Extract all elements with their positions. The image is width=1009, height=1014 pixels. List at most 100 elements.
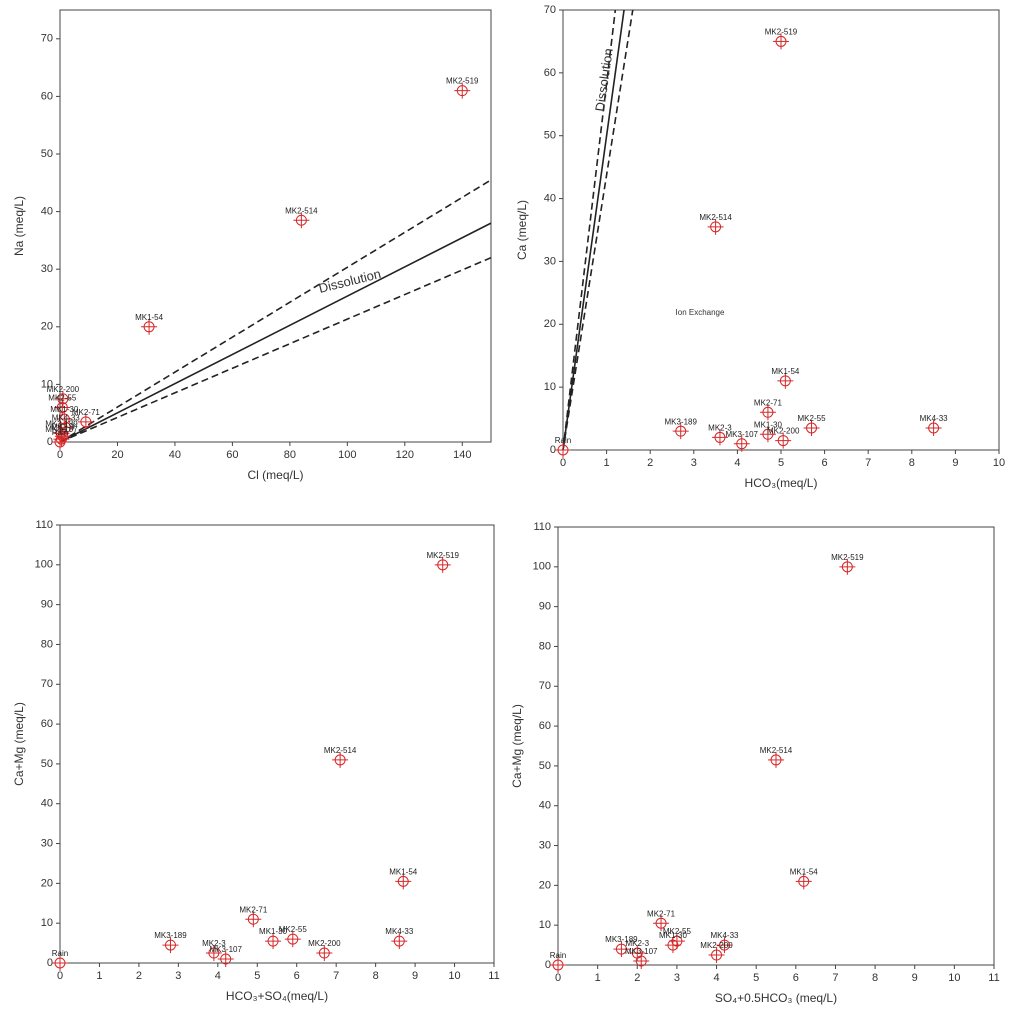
point-label: MK2-200 — [308, 939, 341, 948]
y-tick-label: 30 — [544, 255, 556, 267]
x-tick-label: 20 — [111, 449, 123, 461]
annotation: Dissolution — [317, 266, 382, 296]
point — [777, 372, 794, 389]
point — [839, 558, 856, 575]
y-tick-label: 90 — [41, 599, 53, 611]
x-tick-label: 140 — [453, 449, 471, 461]
point-label: MK4-33 — [52, 414, 81, 423]
y-tick-label: 0 — [545, 959, 551, 971]
point — [454, 82, 471, 99]
y-tick-label: 40 — [539, 800, 551, 812]
point — [284, 931, 301, 948]
point-label: MK2-71 — [239, 905, 268, 914]
x-tick-label: 3 — [691, 457, 697, 469]
x-tick-label: 0 — [560, 457, 566, 469]
y-tick-label: 50 — [539, 760, 551, 772]
point — [707, 218, 724, 235]
y-tick-label: 10 — [41, 378, 53, 390]
point-label: MK3-189 — [154, 931, 187, 940]
point — [162, 937, 179, 954]
x-axis-label: SO₄+0.5HCO₃ (meq/L) — [715, 991, 837, 1005]
y-tick-label: 50 — [544, 130, 556, 142]
x-tick-label: 120 — [396, 449, 414, 461]
point-label: MK2-200 — [700, 941, 733, 950]
point-label: MK4-33 — [710, 931, 739, 940]
reference-line — [59, 179, 492, 443]
x-tick-label: 9 — [912, 972, 918, 984]
point-label: MK1-54 — [135, 313, 164, 322]
y-tick-label: 10 — [539, 919, 551, 931]
point — [52, 434, 68, 450]
point — [768, 751, 784, 768]
point — [217, 951, 234, 968]
reference-line — [562, 9, 625, 451]
point — [77, 413, 94, 430]
y-axis-label: Ca+Mg (meq/L) — [12, 702, 26, 786]
y-tick-label: 70 — [41, 678, 53, 690]
annotation: Dissolution — [592, 47, 616, 112]
x-tick-label: 2 — [634, 972, 640, 984]
point-label: MK2-55 — [48, 394, 77, 403]
plot-frame — [59, 9, 492, 443]
x-tick-label: 1 — [96, 970, 102, 982]
point — [54, 390, 71, 407]
point — [332, 751, 349, 768]
point — [664, 937, 681, 954]
x-axis-label: Cl (meq/L) — [247, 468, 303, 482]
point — [711, 429, 728, 446]
x-tick-label: 10 — [993, 457, 1005, 469]
point — [245, 911, 262, 928]
y-tick-label: 0 — [47, 436, 53, 448]
point — [653, 915, 670, 932]
x-tick-label: 9 — [952, 457, 958, 469]
point — [316, 945, 333, 962]
x-tick-label: 60 — [226, 449, 238, 461]
x-axis-label: HCO₃(meq/L) — [745, 476, 818, 490]
x-tick-label: 5 — [254, 970, 260, 982]
x-axis-label: HCO₃+SO₄(meq/L) — [226, 989, 328, 1003]
y-tick-label: 0 — [550, 444, 556, 456]
reference-line — [59, 256, 492, 443]
point — [550, 957, 566, 973]
point — [56, 410, 73, 427]
x-tick-label: 80 — [284, 449, 296, 461]
x-tick-label: 4 — [215, 970, 221, 982]
x-tick-label: 6 — [294, 970, 300, 982]
point — [795, 873, 812, 890]
point-label: Rain — [550, 951, 566, 960]
point-label: MK2-519 — [426, 551, 459, 560]
y-tick-label: 20 — [41, 877, 53, 889]
x-tick-label: 1 — [595, 972, 601, 984]
plot-frame — [59, 524, 495, 964]
y-tick-label: 40 — [544, 192, 556, 204]
x-tick-label: 7 — [832, 972, 838, 984]
point-label: MK1-54 — [389, 867, 418, 876]
point-label: Rain — [52, 949, 68, 958]
point-label: MK1-30 — [50, 405, 79, 414]
x-tick-label: 2 — [136, 970, 142, 982]
x-tick-label: 0 — [57, 970, 63, 982]
y-tick-label: 100 — [533, 561, 551, 573]
x-tick-label: 8 — [872, 972, 878, 984]
point — [672, 423, 689, 440]
point-label: MK1-30 — [754, 420, 783, 429]
point-label: MK2-200 — [767, 427, 800, 436]
x-tick-label: 5 — [778, 457, 784, 469]
point-label: MK2-514 — [324, 746, 357, 755]
x-tick-label: 2 — [647, 457, 653, 469]
y-tick-label: 110 — [533, 521, 551, 533]
point-label: MK3-107 — [45, 425, 78, 434]
point-label: MK2-514 — [760, 746, 793, 755]
point-label: MK2-3 — [708, 424, 732, 433]
point-label: MK2-71 — [754, 398, 783, 407]
reference-line — [562, 9, 617, 451]
point — [293, 212, 310, 229]
point — [668, 933, 685, 950]
y-tick-label: 40 — [41, 206, 53, 218]
y-axis-label: Na (meq/L) — [12, 196, 26, 256]
y-tick-label: 50 — [41, 758, 53, 770]
x-tick-label: 10 — [448, 970, 460, 982]
point — [803, 420, 820, 436]
point — [759, 404, 776, 421]
